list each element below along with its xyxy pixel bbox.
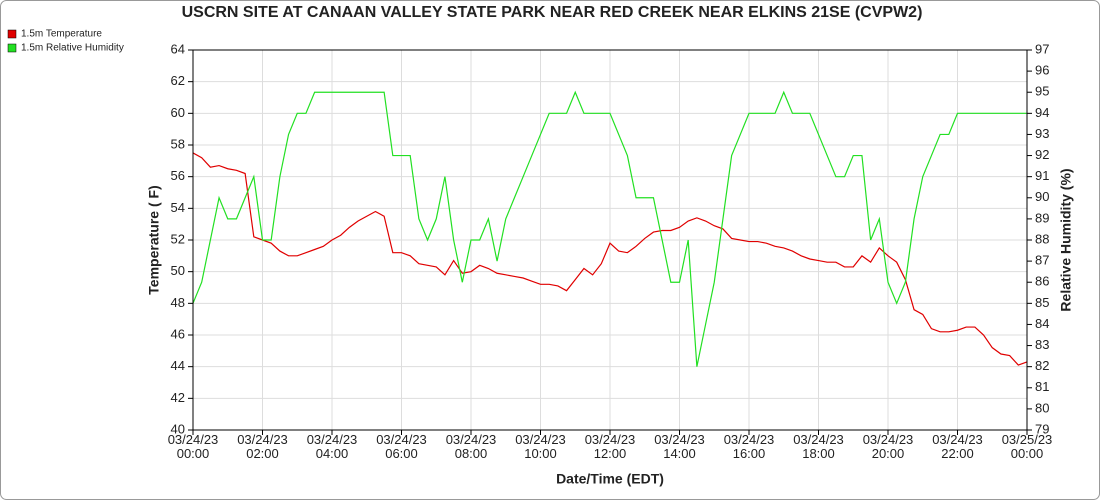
y2-tick-label: 92 [1035,147,1049,162]
y2-tick-label: 85 [1035,295,1049,310]
x-tick-label: 03/24/23 20:00 [862,432,914,461]
x-tick-label: 03/24/23 18:00 [793,432,844,461]
chart-title: USCRN SITE AT CANAAN VALLEY STATE PARK N… [182,4,923,21]
y-tick-label: 52 [171,231,185,246]
series-line [192,152,1028,366]
x-tick-label: 03/24/23 02:00 [237,432,288,461]
y2-tick-label: 95 [1035,84,1049,99]
y2-tick-label: 87 [1035,253,1049,268]
y-tick-label: 44 [171,358,185,373]
legend-label: 1.5m Temperature [21,29,102,40]
x-tick-label: 03/24/23 00:00 [167,432,219,461]
y-tick-label: 40 [171,421,185,436]
y2-tick-label: 90 [1035,189,1049,204]
y-tick-label: 64 [171,41,185,56]
x-axis-title: Date/Time (EDT) [556,471,664,487]
y-tick-label: 46 [171,326,185,341]
y-tick-label: 48 [171,295,185,310]
y2-tick-label: 91 [1035,168,1049,183]
y2-tick-label: 79 [1035,421,1049,436]
y-tick-label: 50 [171,263,185,278]
y-tick-label: 54 [171,200,185,215]
y-tick-label: 60 [171,105,185,120]
y2-tick-label: 97 [1035,41,1049,56]
x-tick-label: 03/24/23 08:00 [445,432,497,461]
x-tick-label: 03/24/23 10:00 [515,432,566,461]
x-tick-label: 03/24/23 22:00 [932,432,983,461]
y2-tick-label: 88 [1035,231,1049,246]
x-tick-label: 03/24/23 16:00 [723,432,775,461]
x-tick-label: 03/24/23 04:00 [306,432,358,461]
y-tick-label: 62 [171,73,185,88]
y2-tick-label: 86 [1035,274,1049,289]
plot-border [192,49,1028,431]
series-line [192,90,1027,367]
y2-tick-label: 94 [1035,105,1049,120]
y2-tick-label: 80 [1035,400,1049,415]
y-tick-label: 56 [171,168,185,183]
x-tick-label: 03/25/23 00:00 [1001,432,1053,461]
y2-tick-label: 83 [1035,337,1049,352]
y2-tick-label: 89 [1035,210,1049,225]
y2-axis-title: Relative Humidity (%) [1058,168,1074,311]
y2-tick-label: 93 [1035,126,1049,141]
legend-swatch [7,29,17,39]
x-tick-label: 03/24/23 14:00 [654,432,705,461]
x-tick-label: 03/24/23 06:00 [376,432,427,461]
y2-tick-label: 82 [1035,358,1049,373]
y2-tick-label: 96 [1035,63,1049,78]
x-tick-label: 03/24/23 12:00 [584,432,636,461]
y2-tick-label: 84 [1035,316,1049,331]
y-tick-label: 58 [171,136,185,151]
legend-swatch [7,43,17,53]
y-axis-title: Temperature ( F) [146,185,162,294]
y-tick-label: 42 [171,390,185,405]
y2-tick-label: 81 [1035,379,1049,394]
legend-label: 1.5m Relative Humidity [21,43,124,54]
